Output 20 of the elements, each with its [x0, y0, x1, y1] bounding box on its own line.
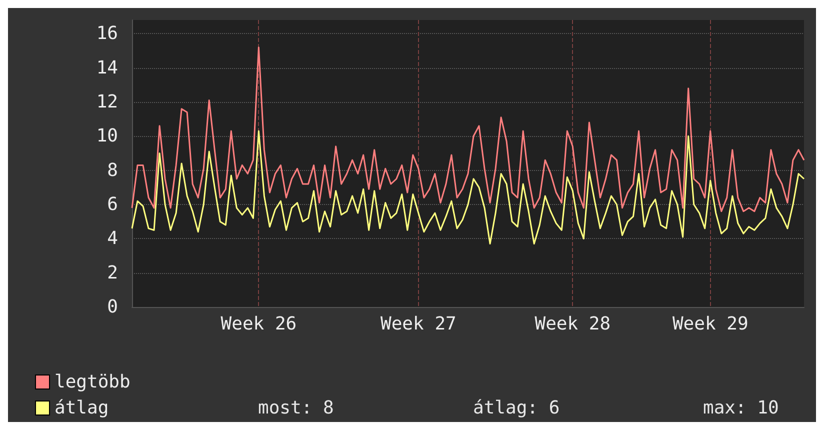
x-tick-label: Week 26: [220, 314, 297, 334]
y-tick-label: 4: [107, 228, 118, 250]
text: most: 8: [258, 398, 334, 418]
y-tick-label: 8: [107, 160, 118, 181]
y-tick-label: 2: [107, 262, 118, 284]
x-tick-label: Week 28: [534, 314, 611, 334]
text: átlag: 6: [473, 398, 560, 418]
y-tick-label: 0: [107, 296, 118, 318]
text: max: 10: [703, 398, 779, 418]
y-tick-label: 12: [96, 92, 118, 112]
legend-label: legtöbb: [54, 372, 130, 392]
x-tick-label: Week 29: [672, 314, 748, 334]
x-tick-label: Week 27: [380, 314, 456, 334]
legend-label: átlag: [54, 398, 109, 418]
y-tick-label: 14: [96, 57, 118, 78]
y-tick-label: 10: [96, 126, 118, 147]
y-tick-label: 6: [107, 194, 118, 215]
line-series: [131, 46, 805, 212]
y-tick-label: 16: [96, 23, 118, 44]
line-series: [131, 130, 805, 245]
